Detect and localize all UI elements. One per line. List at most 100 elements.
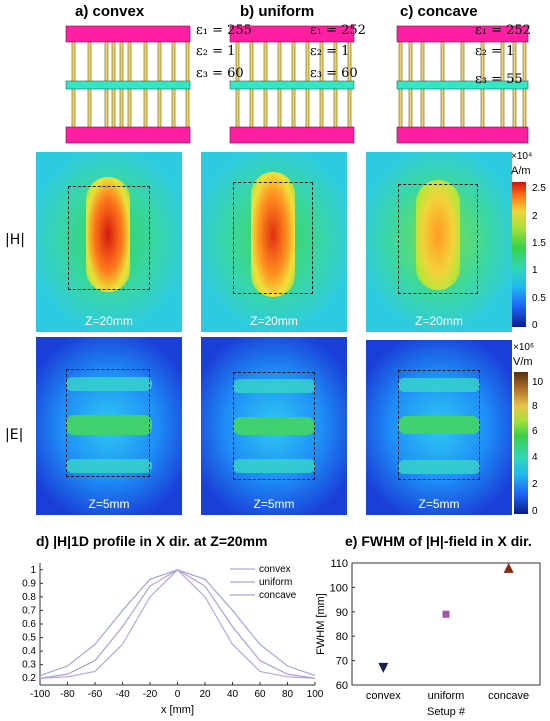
x-tick-label: 20 [199,689,211,700]
x-tick-label: 0 [175,689,181,700]
eps2-concave: ε₂ = 1 [475,44,515,59]
y-tick-label: 90 [336,607,348,619]
y-tick-label: 0.7 [22,605,36,616]
y-tick-label: 0.3 [22,660,36,671]
series-line-concave [39,569,316,677]
x-tick-label: convex [366,690,401,702]
x-tick-label: uniform [428,690,465,702]
h-map-convex: Z=20mm [36,152,182,332]
legend-label-concave: concave [259,590,297,601]
x-tick-label: -100 [30,689,50,700]
x-tick-label: 80 [282,689,294,700]
h-map-concave: Z=20mm [366,152,512,332]
e-row-label: |E| [5,427,24,443]
h-colorbar-unit: A/m [511,165,531,177]
schematic-row [65,25,529,144]
chart-d-profile: -100 -80 -60 -40 -20 0 20 40 60 80 100 0.2 0.3 0.4 0.5… [22,563,324,716]
e-map-concave: Z=5mm [366,340,512,515]
y-tick-label: 70 [336,656,348,668]
y-tick-label: 0.2 [22,673,36,684]
y-tick-label: 80 [336,631,348,643]
eps1-convex: ε₁ = 255 [196,23,252,38]
eps2-uniform: ε₂ = 1 [310,44,350,59]
schematic-convex [65,25,191,144]
e-cb-tick: 4 [532,452,538,463]
y-tick-label: 0.4 [22,646,36,657]
x-tick-label: -80 [60,689,75,700]
h-colorbar [512,182,526,327]
h-cb-tick: 0.5 [532,293,546,304]
e-map-uniform: Z=5mm [201,337,347,515]
e-cb-tick: 8 [532,401,538,412]
h-cb-tick: 2 [532,211,538,222]
chart-e-title: e) FWHM of |H|-field in X dir. [345,533,532,549]
x-tick-label: 100 [307,689,324,700]
x-tick-label: -20 [143,689,158,700]
h-hotspot [86,177,130,292]
z-label: Z=5mm [253,497,295,511]
h-row-label: |H| [5,232,25,248]
schematic-uniform [229,25,355,144]
h-hotspot [416,180,460,290]
resonator-outline [66,369,150,477]
y-axis-label: FWHM [mm] [315,593,327,655]
y-tick-label: 100 [330,582,348,594]
e-colorbar [514,372,528,514]
resonator-outline [233,182,313,294]
title-convex: a) convex [75,3,145,20]
h-colorbar-exponent: ×10⁴ [511,151,533,162]
legend-label-uniform: uniform [259,577,292,588]
plot-frame [351,562,541,686]
e-hotband [398,416,480,434]
x-tick-label: -40 [115,689,130,700]
marker-convex [378,662,389,673]
resonator-outline [398,184,478,294]
eps3-convex: ε₃ = 60 [196,66,244,81]
resonator-outline [233,372,315,480]
z-label: Z=20mm [250,314,298,328]
x-tick-label: -60 [88,689,103,700]
x-axis-label: x [mm] [161,704,194,716]
x-tick-label: 60 [254,689,266,700]
e-cb-tick: 10 [532,377,544,388]
resonator-outline [68,186,150,290]
y-tick-label: 0.9 [22,578,36,589]
y-tick-label: 0.6 [22,619,36,630]
eps3-uniform: ε₃ = 60 [310,66,358,81]
title-uniform: b) uniform [240,3,315,20]
e-colorbar-exponent: ×10⁶ [513,342,535,353]
schematic-concave [396,25,529,144]
y-tick-label: 0.5 [22,633,36,644]
eps2-convex: ε₂ = 1 [196,44,236,59]
h-cb-tick: 2.5 [532,183,546,194]
marker-concave [503,562,514,573]
z-label: Z=20mm [415,314,463,328]
eps1-uniform: ε₁ = 252 [310,23,366,38]
marker-uniform [442,610,450,618]
e-map-convex: Z=5mm [36,337,182,515]
z-label: Z=5mm [88,497,130,511]
y-tick-label: 1 [30,565,36,576]
resonator-outline [398,370,480,480]
y-tick-label: 0.8 [22,592,36,603]
chart-e-fwhm: 60 70 80 90 100 110 convex uniform concave Setup … [315,558,541,718]
h-map-uniform: Z=20mm [201,152,347,332]
e-colorbar-unit: V/m [513,356,533,368]
x-tick-label: concave [488,690,529,702]
h-cb-tick: 1 [532,265,538,276]
y-tick-label: 110 [330,558,348,570]
e-cb-tick: 0 [532,506,538,517]
x-tick-label: 40 [227,689,239,700]
eps1-concave: ε₁ = 252 [475,23,531,38]
z-label: Z=20mm [85,314,133,328]
eps3-concave: ε₃ = 55 [475,72,523,87]
z-label: Z=5mm [418,497,460,511]
y-tick-label: 60 [336,680,348,692]
title-concave: c) concave [400,3,478,20]
h-cb-tick: 0 [532,320,538,331]
h-hotspot [251,172,295,297]
legend-label-convex: convex [259,564,291,575]
chart-d-title: d) |H|1D profile in X dir. at Z=20mm [36,533,268,549]
e-hotband [233,417,315,435]
e-cb-tick: 6 [532,426,538,437]
